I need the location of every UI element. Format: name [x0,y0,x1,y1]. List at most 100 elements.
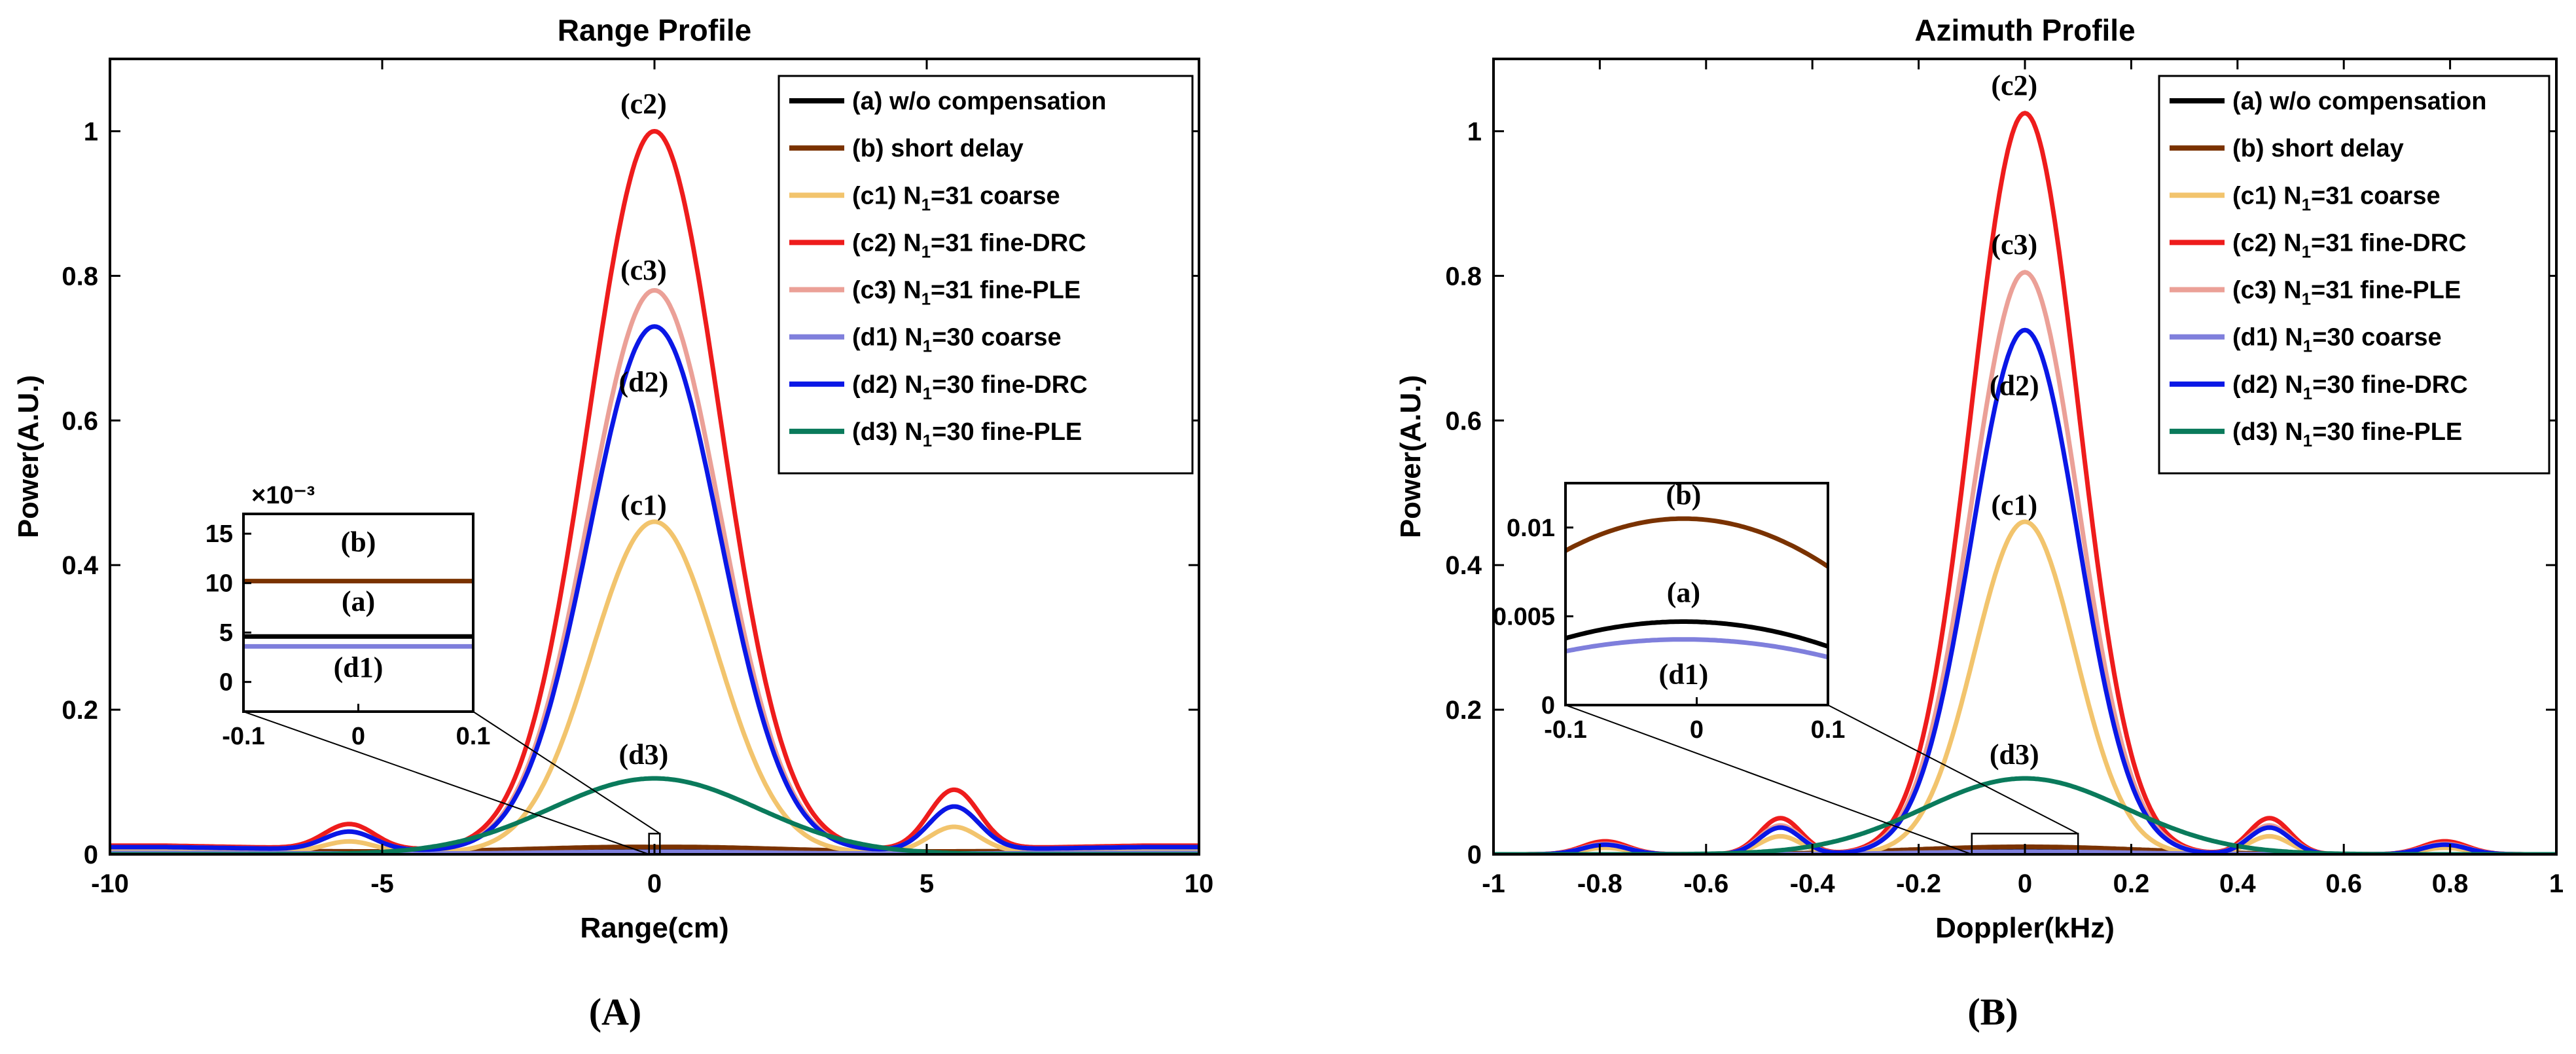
legend: (a) w/o compensation (b) short delay (c1) … [778,75,1194,475]
inset-x-tick-label: 0 [351,723,365,750]
inset-series [243,579,473,649]
y-tick-label: 0.8 [62,262,98,291]
inset-exponent: ×10⁻³ [251,482,315,509]
y-tick-label: 0 [84,841,98,869]
legend-subscript: 1 [2302,242,2311,261]
y-tick-label: 0.4 [1445,551,1482,580]
x-tick-label: 5 [920,869,934,898]
y-tick-label: 0 [1467,841,1482,869]
inset-curve-b [1565,516,1828,569]
legend-label-part: =30 fine-PLE [932,418,1082,446]
y-axis-label: Power(A.U.) [12,375,45,538]
legend-subscript: 1 [923,384,932,403]
inset-x-tick-label: -0.1 [222,723,264,750]
legend-label-part: =31 coarse [931,182,1060,209]
x-tick-label: 0.8 [2432,869,2469,898]
legend-label: (c3) N1=31 fine-PLE [852,277,1081,309]
y-tick-label: 0.8 [1445,262,1482,291]
chart-panel-1: Azimuth Profile -1 -0.8 -0.6 -0.4 -0.2 0 0.2 0.4… [1395,13,2564,1033]
x-tick-label: -0.6 [1683,869,1728,898]
legend-subscript: 1 [2303,431,2312,450]
legend-subscript: 1 [2302,194,2311,214]
legend-subscript: 1 [921,194,931,214]
zoom-box [648,833,661,856]
x-tick-label: 0.4 [2219,869,2256,898]
legend-label-part: (c2) N [2232,229,2302,257]
inset-y-tick-label: 0.01 [1507,515,1555,542]
legend-label-part: (c1) N [852,182,921,209]
y-tick-label: 1 [1467,117,1482,146]
inset-y-tick-label: 5 [219,619,233,647]
legend-subscript: 1 [921,289,931,309]
inset-chart: -0.1 0 0.1 0 5 10 15 ×10⁻³ (b) (a) (d1) [206,482,491,750]
legend-label-part: =31 fine-DRC [2311,229,2467,257]
zoom-box [1971,833,2079,856]
inset-series [1565,516,1828,660]
legend-label-part: (d2) N [2232,371,2303,399]
y-tick-label: 1 [84,117,98,146]
chart-title: Range Profile [558,13,752,47]
inset-y-tick-label: 0 [1541,692,1555,719]
series-line-d2 [110,324,1199,852]
inset-x-tick-label: -0.1 [1544,716,1586,744]
x-tick-label: 0 [2018,869,2032,898]
legend-label: (a) w/o compensation [852,88,1106,115]
curve-annotation: (c2) [1991,69,2037,101]
legend-subscript: 1 [923,431,932,450]
x-tick-label: 10 [1185,869,1214,898]
legend-label: (c1) N1=31 coarse [2232,182,2441,214]
x-tick-label: -10 [91,869,129,898]
curve-annotation: (c1) [1991,489,2037,521]
y-tick-label: 0.2 [62,696,98,725]
legend-label-part: =31 coarse [2311,182,2441,209]
legend-label: (d2) N1=30 fine-DRC [2232,371,2468,403]
series-line-d3 [1494,776,2556,854]
legend-label: (d3) N1=30 fine-PLE [852,418,1082,450]
y-axis-label: Power(A.U.) [1395,375,1427,538]
curve-annotation: (d3) [1990,738,2039,771]
legend-label-part: =31 fine-DRC [931,229,1086,257]
panel-label: (B) [1967,990,2018,1033]
legend-label-part: =31 fine-PLE [931,277,1081,304]
inset-background [243,514,473,712]
legend-label: (c2) N1=31 fine-DRC [2232,229,2467,261]
legend-label-part: (d3) N [852,418,923,446]
inset-x-tick-label: 0.1 [456,723,491,750]
legend-label: (d2) N1=30 fine-DRC [852,371,1088,403]
inset-y-tick-label: 10 [206,570,233,598]
legend-subscript: 1 [2303,384,2312,403]
zoom-connector [1565,704,1973,855]
inset-y-tick-label: 0.005 [1493,603,1555,630]
legend-label-part: (d1) N [852,324,923,352]
curve-annotation: (c3) [1991,228,2037,261]
x-tick-label: -0.4 [1790,869,1836,898]
legend-subscript: 1 [2302,289,2311,309]
x-tick-label: 1 [2549,869,2564,898]
inset-x-tick-label: 0.1 [1811,716,1846,744]
legend-label: (c1) N1=31 coarse [852,182,1060,214]
panel-label: (A) [589,990,642,1033]
legend-label-part: (c2) N [852,229,921,257]
y-tick-label: 0.6 [62,407,98,435]
x-axis-label: Range(cm) [580,912,728,944]
legend-box [778,75,1194,475]
curve-annotation: (c3) [620,254,667,286]
legend-label: (d1) N1=30 coarse [852,324,1062,356]
legend-label-part: (c3) N [852,277,921,304]
curve-annotation: (c1) [620,489,667,521]
x-tick-label: 0.6 [2325,869,2362,898]
chart-panel-0: Range Profile-10 -5 0 5 1000.20.40.60.81Rang… [12,13,1213,1033]
inset-annotation: (b) [1666,479,1702,511]
legend-label: (b) short delay [2232,135,2404,162]
curve-annotation: (d3) [618,738,668,771]
legend-label-part: =31 fine-PLE [2311,277,2461,304]
x-tick-label: 0 [647,869,662,898]
x-tick-label: -0.8 [1577,869,1622,898]
x-tick-label: -0.2 [1896,869,1941,898]
legend-label-part: (d1) N [2232,324,2303,352]
x-tick-label: 0.2 [2113,869,2150,898]
inset-curve-d1 [1565,637,1828,660]
legend-box [2158,75,2550,475]
